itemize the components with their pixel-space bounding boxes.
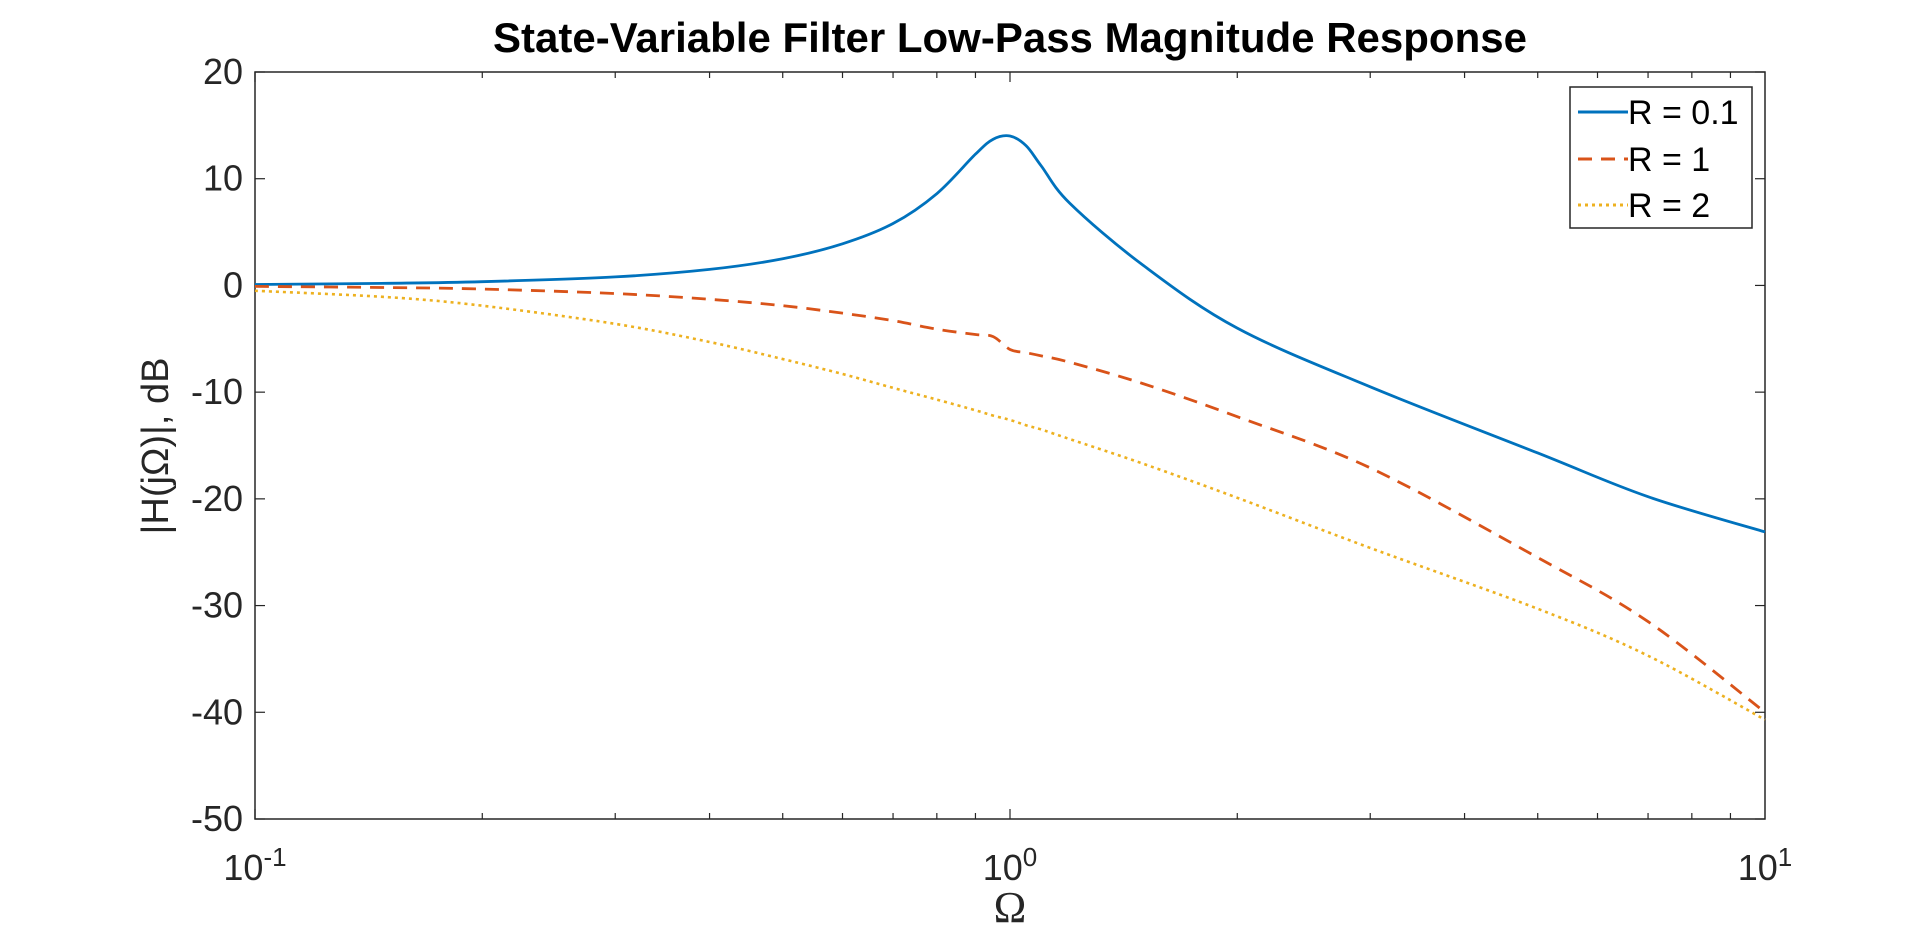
x-tick-labels: 10-1 100 101 xyxy=(223,842,1792,888)
x-tick-label: 10-1 xyxy=(223,842,286,888)
axis-ticks xyxy=(254,71,1765,820)
series-line-0 xyxy=(254,134,1766,534)
series-line-2 xyxy=(254,289,1766,721)
y-axis-label: |H(jΩ)|, dB xyxy=(135,358,177,535)
y-tick-label: -30 xyxy=(191,585,243,626)
series-line-1 xyxy=(254,284,1766,714)
plot-area xyxy=(254,71,1766,820)
series-lines xyxy=(254,134,1766,721)
y-tick-label: -20 xyxy=(191,478,243,519)
y-tick-label: -40 xyxy=(191,691,243,732)
x-tick-label: 101 xyxy=(1738,842,1793,888)
y-tick-label: 20 xyxy=(203,51,243,92)
x-axis-label: Ω xyxy=(994,883,1027,932)
legend-label-1: R = 1 xyxy=(1628,141,1710,179)
y-tick-labels: 20 10 0 -10 -20 -30 -40 -50 xyxy=(191,51,243,839)
legend: R = 0.1 R = 1 R = 2 xyxy=(1569,86,1753,229)
y-tick-label: -10 xyxy=(191,371,243,412)
chart-title: State-Variable Filter Low-Pass Magnitude… xyxy=(493,14,1527,61)
y-tick-label: 10 xyxy=(203,158,243,199)
y-tick-label: 0 xyxy=(223,264,243,305)
y-tick-label: -50 xyxy=(191,798,243,839)
legend-label-2: R = 2 xyxy=(1628,187,1710,225)
legend-label-0: R = 0.1 xyxy=(1628,94,1739,132)
x-tick-label: 100 xyxy=(983,842,1038,888)
